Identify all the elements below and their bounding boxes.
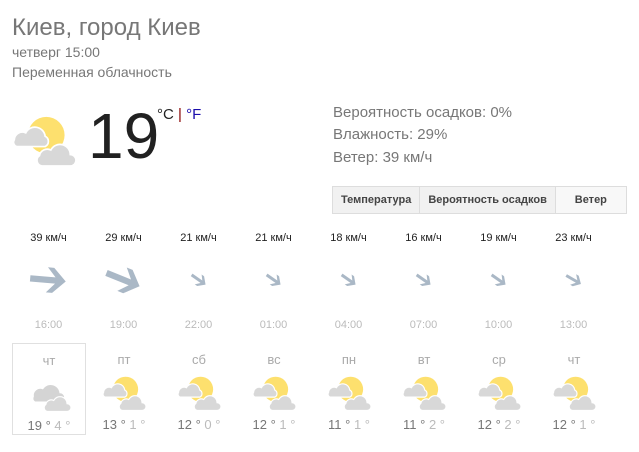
wind-time: 13:00 [559, 319, 588, 331]
day-low: 1 ° [579, 417, 596, 432]
day-high: 12 ° [477, 417, 501, 432]
unit-separator: | [178, 106, 182, 123]
humidity: Влажность: 29% [333, 126, 448, 143]
wind-time: 07:00 [409, 319, 438, 331]
day-low: 2 ° [428, 417, 445, 432]
day-forecast[interactable]: сб 12 ° 0 ° [162, 343, 236, 435]
tab-temperature[interactable]: Температура [332, 186, 421, 214]
day-high: 12 ° [177, 417, 201, 432]
wind-speed-label: 23 км/ч [555, 232, 592, 244]
day-forecast[interactable]: пт 13 ° 1 ° [87, 343, 161, 435]
day-forecast[interactable]: вт 11 ° 2 ° [387, 343, 461, 435]
partly-cloudy-icon [387, 367, 461, 417]
day-high: 12 ° [552, 417, 576, 432]
day-high: 11 ° [328, 417, 351, 432]
wind-arrow-icon [386, 258, 461, 302]
day-forecast[interactable]: пн 11 ° 1 ° [312, 343, 386, 435]
tab-precipitation[interactable]: Вероятность осадков [419, 186, 556, 214]
day-label: ср [492, 352, 506, 367]
wind-arrow-icon [536, 258, 611, 302]
location-title: Киев, город Киев [12, 14, 201, 41]
condition: Переменная облачность [12, 64, 172, 80]
wind-arrow-icon [11, 258, 86, 302]
wind-arrow-icon [236, 258, 311, 302]
day-label: чт [567, 352, 581, 367]
wind-speed-label: 18 км/ч [330, 232, 367, 244]
wind-speed-label: 19 км/ч [480, 232, 517, 244]
partly-cloudy-icon [162, 367, 236, 417]
wind-time: 01:00 [259, 319, 288, 331]
day-label: пт [117, 352, 131, 367]
wind-arrow-icon [461, 258, 536, 302]
day-label: пн [341, 352, 357, 367]
tab-wind[interactable]: Ветер [554, 186, 627, 214]
partly-cloudy-icon [537, 367, 611, 417]
wind-speed-label: 39 км/ч [30, 232, 67, 244]
day-low: 4 ° [54, 418, 71, 433]
wind-time: 04:00 [334, 319, 363, 331]
datetime: четверг 15:00 [12, 44, 100, 60]
day-forecast[interactable]: чт 12 ° 1 ° [537, 343, 611, 435]
wind-speed-label: 21 км/ч [180, 232, 217, 244]
cloudy-icon [13, 368, 85, 418]
day-low: 2 ° [504, 417, 521, 432]
wind-speed-label: 21 км/ч [255, 232, 292, 244]
day-low: 0 ° [204, 417, 221, 432]
unit-switch: °C | °F [157, 106, 201, 123]
wind-time: 19:00 [109, 319, 138, 331]
wind-speed-label: 16 км/ч [405, 232, 442, 244]
day-label: вс [267, 352, 281, 367]
wind-time: 10:00 [484, 319, 513, 331]
chart-tabs: Температура Вероятность осадков Ветер [332, 186, 627, 214]
day-low: 1 ° [279, 417, 296, 432]
day-high: 19 ° [27, 418, 51, 433]
unit-celsius[interactable]: °C [157, 106, 174, 123]
day-forecast[interactable]: чт 19 ° 4 ° [12, 343, 86, 435]
partly-cloudy-icon [312, 367, 386, 417]
day-label: вт [417, 352, 431, 367]
current-temp: 19 [88, 100, 160, 172]
wind-speed-label: 29 км/ч [105, 232, 142, 244]
partly-cloudy-icon [12, 110, 77, 172]
precip-chance: Вероятность осадков: 0% [333, 104, 512, 121]
day-label: сб [192, 352, 206, 367]
day-low: 1 ° [353, 417, 370, 432]
wind-arrow-icon [311, 258, 386, 302]
partly-cloudy-icon [237, 367, 311, 417]
day-low: 1 ° [129, 417, 146, 432]
day-high: 12 ° [252, 417, 276, 432]
wind-time: 16:00 [34, 319, 63, 331]
wind-speed: Ветер: 39 км/ч [333, 149, 433, 166]
day-high: 11 ° [403, 417, 426, 432]
partly-cloudy-icon [462, 367, 536, 417]
partly-cloudy-icon [87, 367, 161, 417]
day-high: 13 ° [102, 417, 126, 432]
wind-arrow-icon [161, 258, 236, 302]
unit-fahrenheit[interactable]: °F [186, 106, 202, 123]
wind-arrow-icon [86, 258, 161, 302]
day-label: чт [42, 353, 56, 368]
day-forecast[interactable]: ср 12 ° 2 ° [462, 343, 536, 435]
day-forecast[interactable]: вс 12 ° 1 ° [237, 343, 311, 435]
wind-time: 22:00 [184, 319, 213, 331]
